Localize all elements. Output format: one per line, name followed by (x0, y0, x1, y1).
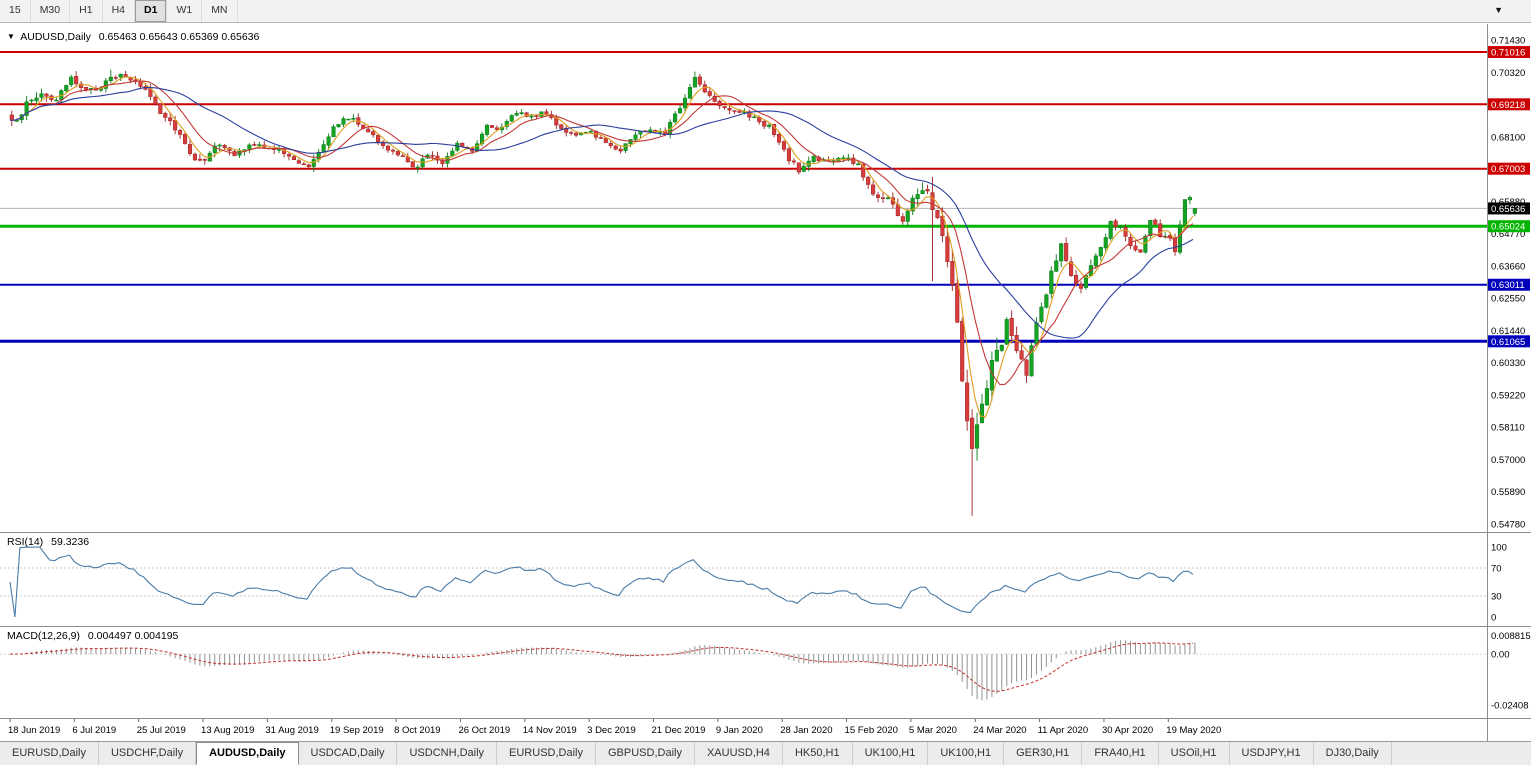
date-label: 31 Aug 2019 (265, 725, 318, 736)
chart-tab-EURUSD-Daily[interactable]: EURUSD,Daily (497, 742, 596, 765)
price-tag (1488, 202, 1530, 215)
ma-10-line (10, 80, 1194, 386)
macd-axis-label: 0.00 (1491, 650, 1510, 661)
price-axis-label: 0.58110 (1491, 423, 1525, 434)
price-tag (1488, 220, 1530, 233)
macd-indicator-panel[interactable]: 0.008815 0.00 -0.02408 (0, 626, 1531, 718)
date-label: 21 Dec 2019 (652, 725, 706, 736)
date-label: 26 Oct 2019 (458, 725, 510, 736)
timeframe-button-D1[interactable]: D1 (135, 0, 168, 22)
price-axis-label: 0.71430 (1491, 36, 1525, 47)
svg-text:0.61065: 0.61065 (1491, 337, 1525, 348)
date-label: 25 Jul 2019 (137, 725, 186, 736)
price-axis-label: 0.65880 (1491, 197, 1525, 208)
chart-tab-EURUSD-Daily[interactable]: EURUSD,Daily (0, 742, 99, 765)
price-tag (1488, 98, 1530, 111)
ma-5-line (10, 76, 1194, 418)
timeframe-button-H4[interactable]: H4 (103, 0, 135, 22)
macd-axis-label: -0.02408 (1491, 700, 1529, 711)
svg-text:0.65636: 0.65636 (1491, 204, 1525, 215)
timeframe-toolbar: 15 M30 H1 H4 D1 W1 MN ▼ (0, 0, 1531, 23)
chart-tab-AUDUSD-Daily[interactable]: AUDUSD,Daily (196, 742, 299, 765)
svg-text:0.65024: 0.65024 (1491, 222, 1525, 233)
price-axis-label: 0.63660 (1491, 261, 1525, 272)
chart-tab-FRA40-H1[interactable]: FRA40,H1 (1082, 742, 1159, 765)
chart-dropdown-icon[interactable]: ▼ (1494, 5, 1503, 15)
price-axis-label: 0.64770 (1491, 229, 1525, 240)
chart-tab-USOil-H1[interactable]: USOil,H1 (1159, 742, 1230, 765)
price-axis-label: 0.70320 (1491, 68, 1525, 79)
macd-histogram (16, 640, 1196, 701)
price-axis-label: 0.60330 (1491, 358, 1525, 369)
date-label: 3 Dec 2019 (587, 725, 636, 736)
macd-axis-label: 0.008815 (1491, 631, 1531, 642)
chart-tab-USDJPY-H1[interactable]: USDJPY,H1 (1230, 742, 1314, 765)
date-label: 28 Jan 2020 (780, 725, 832, 736)
timeframe-button-MN[interactable]: MN (202, 0, 238, 22)
timeframe-button-W1[interactable]: W1 (167, 0, 203, 22)
rsi-axis-label: 30 (1491, 592, 1502, 603)
price-tag (1488, 46, 1530, 59)
chart-tabs-bar: EURUSD,Daily USDCHF,Daily AUDUSD,Daily USDC… (0, 741, 1531, 765)
price-axis-label: 0.57000 (1491, 455, 1525, 466)
date-label: 13 Aug 2019 (201, 725, 254, 736)
price-axis-label: 0.54780 (1491, 520, 1525, 531)
timeframe-buttons: 15 M30 H1 H4 D1 W1 MN (0, 0, 238, 22)
price-tag (1488, 278, 1530, 291)
chart-tab-UK100-H1[interactable]: UK100,H1 (853, 742, 929, 765)
chart-tab-USDCHF-Daily[interactable]: USDCHF,Daily (99, 742, 197, 765)
price-axis-label: 0.61440 (1491, 326, 1525, 337)
macd-signal-line (10, 642, 1194, 692)
horizontal-levels (0, 51, 1487, 343)
chart-tab-DJ30-Daily[interactable]: DJ30,Daily (1314, 742, 1392, 765)
rsi-axis-label: 100 (1491, 543, 1507, 554)
timeframe-button-15[interactable]: 15 (0, 0, 31, 22)
rsi-axis-label: 0 (1491, 613, 1496, 624)
time-axis: 18 Jun 2019 6 Jul 2019 25 Jul 2019 13 Aug 2… (0, 718, 1531, 741)
date-label: 11 Apr 2020 (1038, 725, 1089, 736)
date-label: 19 May 2020 (1166, 725, 1221, 736)
date-label: 30 Apr 2020 (1102, 725, 1153, 736)
date-label: 5 Mar 2020 (909, 725, 957, 736)
rsi-axis-label: 70 (1491, 564, 1502, 575)
svg-text:0.71016: 0.71016 (1491, 48, 1525, 59)
date-label: 9 Jan 2020 (716, 725, 763, 736)
price-axis-label: 0.59220 (1491, 390, 1525, 401)
price-tag (1488, 335, 1530, 348)
date-label: 24 Mar 2020 (973, 725, 1026, 736)
chart-tab-UK100-H1[interactable]: UK100,H1 (928, 742, 1005, 765)
chart-tab-USDCAD-Daily[interactable]: USDCAD,Daily (299, 742, 398, 765)
timeframe-button-M30[interactable]: M30 (31, 0, 71, 22)
price-axis-label: 0.62550 (1491, 294, 1525, 305)
chart-tab-GBPUSD-Daily[interactable]: GBPUSD,Daily (596, 742, 695, 765)
date-label: 6 Jul 2019 (72, 725, 116, 736)
date-label: 8 Oct 2019 (394, 725, 440, 736)
date-label: 19 Sep 2019 (330, 725, 384, 736)
main-price-chart[interactable]: 0.714300.703200.692100.681000.669900.658… (0, 24, 1531, 532)
price-axis-label: 0.68100 (1491, 132, 1525, 143)
date-label: 18 Jun 2019 (8, 725, 60, 736)
price-tag (1488, 162, 1530, 175)
timeframe-button-H1[interactable]: H1 (70, 0, 103, 22)
chart-tab-HK50-H1[interactable]: HK50,H1 (783, 742, 853, 765)
svg-text:0.69218: 0.69218 (1491, 100, 1525, 111)
rsi-indicator-panel[interactable]: 100 70 30 0 (0, 532, 1531, 626)
date-label: 15 Feb 2020 (845, 725, 898, 736)
chart-tab-USDCNH-Daily[interactable]: USDCNH,Daily (397, 742, 498, 765)
price-axis-label: 0.55890 (1491, 487, 1525, 498)
svg-text:0.67003: 0.67003 (1491, 164, 1525, 175)
ma-25-line (10, 86, 1194, 339)
chart-tab-GER30-H1[interactable]: GER30,H1 (1004, 742, 1083, 765)
rsi-line (9, 546, 1194, 618)
svg-text:0.63011: 0.63011 (1491, 280, 1525, 291)
date-label: 14 Nov 2019 (523, 725, 577, 736)
chart-tab-XAUUSD-H4[interactable]: XAUUSD,H4 (695, 742, 783, 765)
